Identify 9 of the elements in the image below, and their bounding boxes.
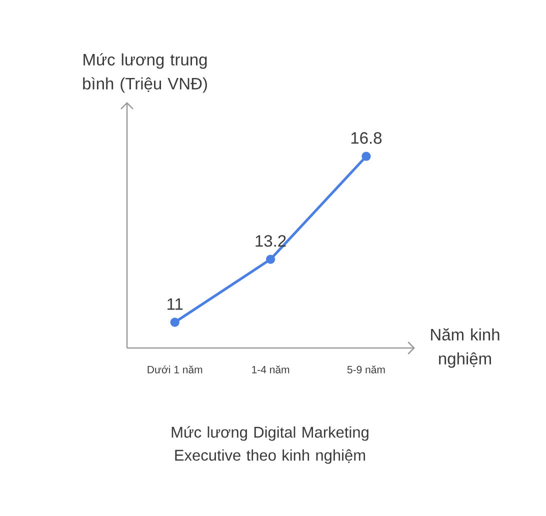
text: Mức lương Digital Marketing Executive theo kinh nghiệm: [172, 426, 368, 464]
data-label: 11: [168, 298, 183, 310]
x-axis-title: Năm kinh nghiệm: [431, 328, 500, 368]
x-tick-label: 1-4 năm: [252, 366, 290, 374]
x-tick-label: Dưới 1 năm: [148, 366, 202, 374]
data-label: 13.2: [256, 235, 286, 247]
y-axis-title: Mức lương trung bình (Triệu VNĐ): [83, 53, 207, 93]
x-tick-label: 5-9 năm: [347, 366, 385, 374]
data-label: 16.8: [351, 132, 382, 144]
